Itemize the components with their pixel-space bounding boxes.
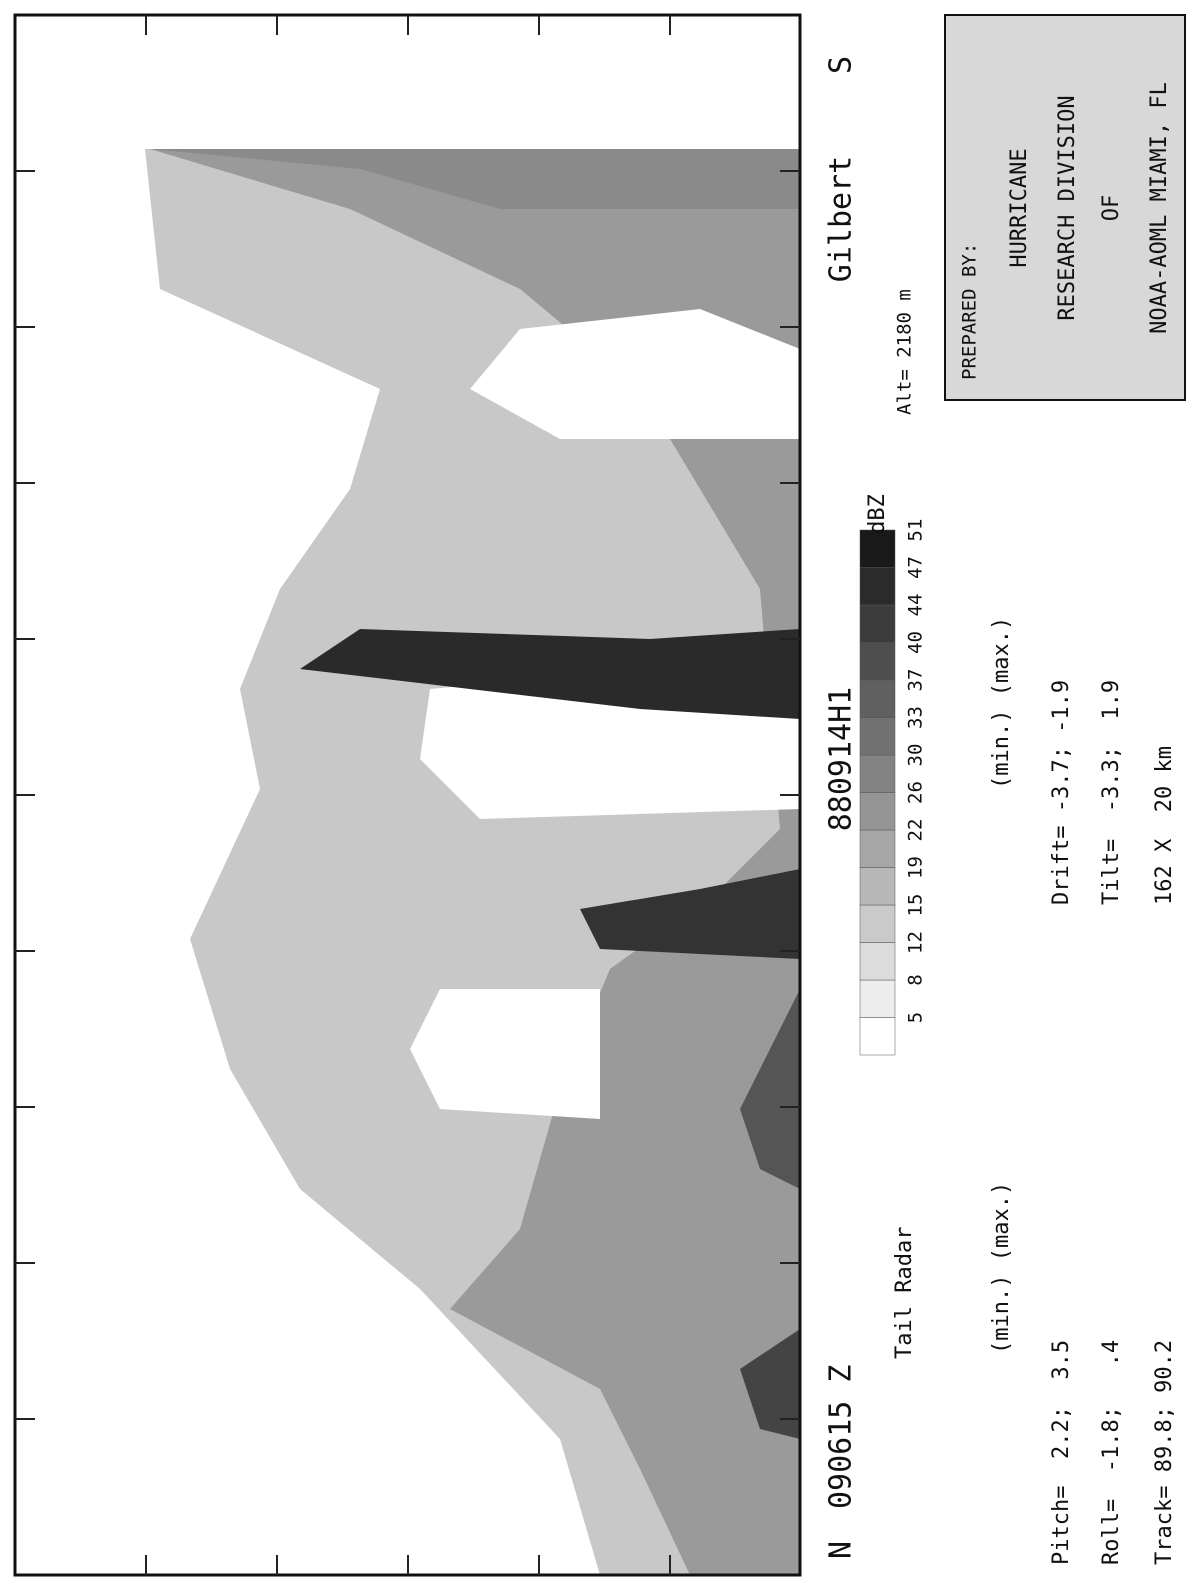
colorbar-cell [860,643,895,681]
colorbar-cell [860,530,895,568]
colorbar-cell [860,980,895,1018]
left-header: (min.) (max.) [989,1182,1014,1354]
radar-label: Tail Radar [892,1227,917,1359]
right-label: S [824,56,859,74]
colorbar-cell [860,905,895,943]
colorbar-cell [860,568,895,606]
colorbar-label: 5 [905,1012,927,1023]
credit-line: OF [1099,195,1124,222]
credit-line: HURRICANE [1007,148,1032,267]
colorbar-cell [860,680,895,718]
size: 162 X 20 km [1152,746,1177,905]
colorbar-cell [860,868,895,906]
roll: Roll= -1.8; .4 [1099,1340,1124,1565]
left-label: N [824,1541,859,1559]
tilt: Tilt= -3.3; 1.9 [1099,680,1124,905]
colorbar-unit: dBZ [865,494,890,534]
altitude: Alt= 2180 m [894,289,916,415]
colorbar-cell [860,718,895,756]
drift: Drift= -3.7; -1.9 [1049,680,1074,905]
colorbar-cell [860,793,895,831]
pitch: Pitch= 2.2; 3.5 [1049,1340,1074,1565]
colorbar-cell [860,830,895,868]
colorbar-label: 37 [905,669,927,692]
colorbar-label: 12 [905,931,927,954]
colorbar-label: 44 [905,594,927,617]
radar-image [15,15,800,1575]
colorbar-label: 22 [905,819,927,842]
colorbar-cell [860,755,895,793]
page: N 090615 Z 880914H1 Gilbert S 5 8 12 15 19 22… [0,0,1198,1589]
colorbar-label: 26 [905,781,927,804]
storm-label: Gilbert [824,156,859,282]
colorbar-label: 51 [905,519,927,542]
flight-label: 880914H1 [824,687,859,832]
colorbar-label: 40 [905,631,927,654]
credit-line: NOAA-AOML MIAMI, FL [1147,82,1172,334]
colorbar-label: 33 [905,706,927,729]
credit-line: PREPARED BY: [959,243,981,380]
colorbar-label: 8 [905,974,927,985]
rotated-figure: N 090615 Z 880914H1 Gilbert S 5 8 12 15 19 22… [15,15,1185,1575]
colorbar-label: 19 [905,856,927,879]
colorbar: 5 8 12 15 19 22 26 30 33 37 40 44 47 51 [860,519,927,1055]
colorbar-cell [860,1018,895,1056]
colorbar-label: 15 [905,894,927,917]
track: Track= 89.8; 90.2 [1152,1340,1177,1565]
colorbar-cell [860,605,895,643]
right-header: (min.) (max.) [989,617,1014,789]
time-label: 090615 Z [824,1365,859,1510]
colorbar-label: 30 [905,744,927,767]
credit-line: RESEARCH DIVISION [1055,95,1080,320]
colorbar-label: 47 [905,556,927,579]
colorbar-cell [860,943,895,981]
